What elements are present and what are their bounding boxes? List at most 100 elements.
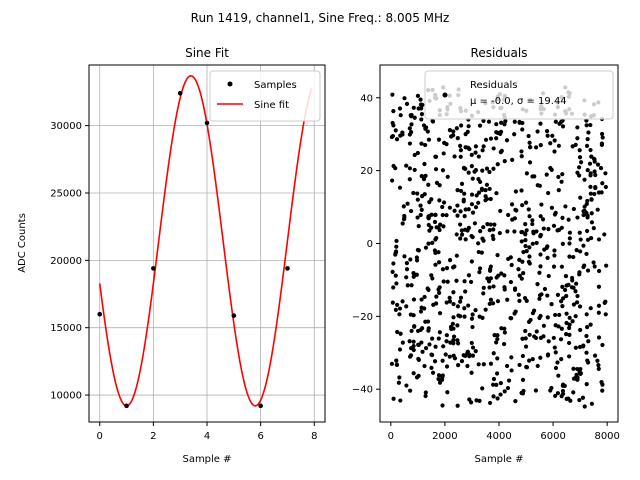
residual-point <box>564 332 569 337</box>
residual-point <box>504 138 510 143</box>
residual-point <box>470 312 475 317</box>
residual-point <box>519 229 524 235</box>
residual-point <box>596 190 601 195</box>
residual-point <box>589 235 594 241</box>
residual-point <box>585 237 591 242</box>
residual-point <box>441 279 446 284</box>
residual-point <box>411 339 416 344</box>
residual-point <box>553 350 558 355</box>
residual-point <box>411 105 416 110</box>
residual-point <box>390 269 395 274</box>
residual-point <box>588 306 593 311</box>
residual-point <box>498 392 503 397</box>
residual-point <box>440 358 445 363</box>
residual-point <box>592 157 597 162</box>
residual-point <box>423 346 429 351</box>
residual-point <box>509 316 514 321</box>
residual-point <box>520 127 525 132</box>
residual-point <box>563 287 568 293</box>
residuals-xtick-label: 8000 <box>594 431 619 442</box>
residual-point <box>445 390 450 395</box>
residual-point <box>414 375 420 380</box>
residual-point <box>488 276 494 281</box>
residual-point <box>411 190 416 196</box>
residual-point <box>440 168 446 173</box>
residual-point <box>404 383 409 388</box>
residual-point <box>407 141 413 146</box>
residual-point <box>592 353 598 358</box>
sine-fit-frame <box>88 64 326 423</box>
residual-point <box>520 259 525 264</box>
residual-point <box>436 376 441 382</box>
residual-point <box>463 353 468 359</box>
residual-point <box>584 251 589 257</box>
residual-point <box>502 159 507 164</box>
residual-point <box>455 403 460 408</box>
residual-point <box>545 255 550 260</box>
residual-point <box>556 188 561 193</box>
residual-point <box>390 178 395 183</box>
residual-point <box>523 243 528 249</box>
residual-point <box>567 332 572 337</box>
sample-point <box>231 313 237 318</box>
residual-point <box>425 129 430 134</box>
residual-point <box>567 236 572 241</box>
residual-point <box>581 209 586 214</box>
residual-point <box>571 366 576 371</box>
residual-point <box>470 324 475 330</box>
residual-point <box>560 241 565 246</box>
residual-point <box>466 170 471 175</box>
residual-point <box>491 236 496 242</box>
residual-point <box>571 302 576 307</box>
residual-point <box>458 299 463 304</box>
sine-fit-xtick-label: 6 <box>257 431 263 442</box>
residual-point <box>470 353 476 358</box>
residual-point <box>445 279 450 284</box>
sine-fit-ytick-label: 25000 <box>50 188 82 199</box>
residual-point <box>423 393 428 399</box>
residual-point <box>480 386 485 391</box>
residual-point <box>603 312 608 317</box>
residual-point <box>429 352 434 357</box>
residual-point <box>578 371 583 376</box>
residual-point <box>390 133 395 139</box>
residual-point <box>567 325 572 331</box>
residual-point <box>466 303 471 308</box>
residual-point <box>524 249 529 254</box>
residual-point <box>584 118 589 123</box>
residual-point <box>598 166 604 171</box>
residual-point <box>401 204 406 209</box>
residual-point <box>458 295 464 300</box>
residual-point <box>441 224 446 229</box>
residual-point <box>463 237 468 242</box>
residual-point <box>584 350 589 355</box>
residual-point <box>455 304 461 309</box>
residual-point <box>418 212 423 218</box>
residual-point <box>404 261 409 266</box>
residual-point <box>474 193 479 198</box>
residual-point <box>541 323 546 328</box>
residual-point <box>585 228 590 234</box>
residual-point <box>404 163 409 168</box>
residual-point <box>415 215 420 220</box>
residual-point <box>470 235 475 240</box>
residual-point <box>559 326 564 331</box>
residual-point <box>560 124 566 129</box>
residual-point <box>450 321 455 326</box>
residual-point <box>494 382 499 387</box>
residual-point <box>444 300 449 305</box>
residual-point <box>527 254 532 259</box>
residual-point <box>412 167 417 173</box>
residual-point <box>573 314 578 319</box>
residual-point <box>393 166 398 171</box>
residual-point <box>481 285 486 290</box>
residual-point <box>509 202 515 207</box>
residual-point <box>440 267 446 272</box>
residual-point <box>423 245 429 250</box>
residual-point <box>549 385 554 391</box>
residual-point <box>573 376 579 381</box>
residual-point <box>444 213 449 218</box>
residual-point <box>440 403 445 408</box>
residual-point <box>423 142 428 148</box>
residual-point <box>448 340 453 345</box>
